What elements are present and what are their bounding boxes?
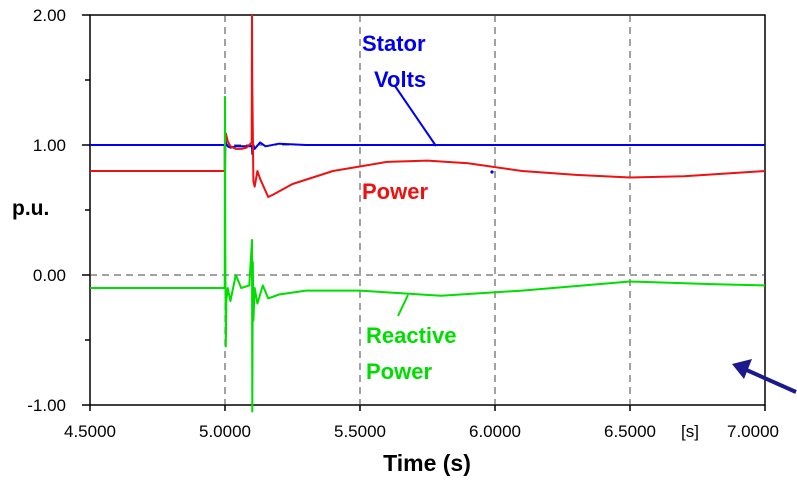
x-axis-label: Time (s): [383, 450, 471, 476]
annotation-reactive-power: Reactive Power: [366, 323, 463, 384]
y-tick-label: 1.00: [33, 136, 66, 155]
annotation-stator-volts: Stator Volts: [362, 31, 432, 92]
axis-ticks: -1.00 0.00 1.00 2.00 4.5000 5.0000 5.5000 6.000…: [27, 6, 779, 441]
annotation-power: Power: [362, 179, 428, 204]
x-unit-label: [s]: [681, 422, 699, 441]
series-lines: [90, 14, 766, 413]
data-marker-dot: [490, 170, 494, 174]
annotation-reactive-power-leader: [397, 294, 409, 317]
x-tick-label: 7.0000: [727, 422, 779, 441]
series-line-reactive-power: [90, 95, 766, 413]
plot-frame: [89, 14, 766, 406]
y-tick-label: 2.00: [33, 6, 66, 25]
pointer-arrow: [732, 359, 797, 394]
annotation-stator-volts-leader: [394, 85, 437, 147]
series-line-power: [90, 14, 766, 198]
x-tick-label: 6.5000: [604, 422, 656, 441]
y-tick-label: 0.00: [33, 266, 66, 285]
y-axis-label: p.u.: [12, 197, 49, 220]
x-tick-label: 4.5000: [64, 422, 116, 441]
x-tick-label: 6.0000: [469, 422, 521, 441]
y-tick-label: -1.00: [27, 396, 66, 415]
x-tick-label: 5.0000: [199, 422, 251, 441]
x-tick-label: 5.5000: [334, 422, 386, 441]
